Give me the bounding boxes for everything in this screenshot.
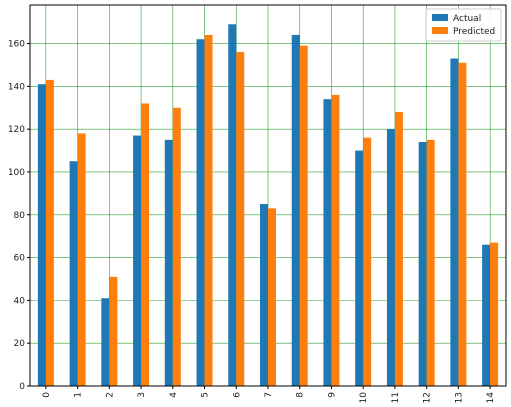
bar-actual-11 — [386, 129, 395, 387]
bar-predicted-8 — [299, 45, 308, 386]
x-tick-label: 1 — [74, 392, 84, 398]
y-axis: 0 20 40 60 80 100 120 140 160 — [8, 40, 30, 392]
bar-predicted-13 — [458, 62, 467, 386]
bar-actual-10 — [355, 150, 364, 386]
x-tick-label: 11 — [391, 392, 401, 403]
x-tick-label: 2 — [105, 392, 115, 398]
bar-predicted-14 — [490, 242, 499, 386]
y-tick-label: 0 — [19, 382, 25, 392]
x-axis: 0 1 2 3 4 5 6 7 8 9 10 11 12 13 14 — [42, 386, 496, 403]
bar-actual-8 — [291, 34, 300, 386]
y-tick-label: 20 — [14, 339, 26, 349]
bar-actual-13 — [450, 58, 459, 387]
y-tick-label: 40 — [14, 296, 26, 306]
legend-label-predicted: Predicted — [453, 27, 495, 37]
bar-predicted-10 — [363, 137, 372, 386]
x-tick-label: 4 — [169, 392, 179, 398]
y-tick-label: 160 — [8, 40, 25, 50]
bar-predicted-4 — [172, 107, 181, 386]
x-tick-label: 5 — [201, 392, 211, 398]
x-tick-label: 9 — [327, 392, 337, 398]
bar-actual-2 — [101, 298, 110, 386]
bar-actual-3 — [133, 135, 142, 386]
x-tick-label: 7 — [264, 392, 274, 398]
bar-predicted-6 — [236, 52, 245, 387]
x-tick-label: 3 — [137, 392, 147, 398]
bar-predicted-2 — [109, 276, 118, 386]
bar-predicted-0 — [45, 79, 54, 386]
bar-actual-14 — [482, 244, 491, 386]
bar-actual-1 — [69, 161, 78, 386]
x-tick-label: 0 — [42, 392, 52, 398]
bar-predicted-9 — [331, 94, 340, 387]
x-tick-label: 14 — [486, 392, 496, 404]
bar-actual-0 — [37, 84, 46, 387]
y-tick-label: 100 — [8, 168, 25, 178]
bar-actual-6 — [228, 24, 237, 387]
bar-actual-9 — [323, 99, 332, 386]
x-tick-label: 6 — [232, 392, 242, 398]
x-tick-label: 10 — [359, 392, 369, 404]
x-tick-label: 13 — [454, 392, 464, 403]
legend-swatch-actual — [432, 14, 448, 21]
bar-predicted-11 — [394, 112, 403, 387]
bar-actual-5 — [196, 39, 205, 386]
legend-label-actual: Actual — [453, 14, 481, 24]
x-tick-label: 12 — [423, 392, 433, 403]
bars — [37, 24, 499, 387]
y-tick-label: 60 — [14, 254, 26, 264]
bar-predicted-5 — [204, 34, 213, 386]
y-tick-label: 140 — [8, 82, 25, 92]
bar-predicted-7 — [268, 208, 276, 386]
bar-predicted-3 — [141, 103, 150, 387]
y-tick-label: 80 — [14, 211, 26, 221]
legend: Actual Predicted — [425, 8, 502, 42]
bar-actual-7 — [260, 204, 268, 386]
bar-predicted-12 — [426, 139, 435, 386]
bar-actual-4 — [164, 139, 173, 386]
bar-predicted-1 — [77, 133, 86, 386]
legend-swatch-predicted — [432, 27, 448, 34]
y-tick-label: 120 — [8, 125, 25, 135]
x-tick-label: 8 — [296, 392, 306, 398]
bar-actual-12 — [418, 141, 427, 386]
